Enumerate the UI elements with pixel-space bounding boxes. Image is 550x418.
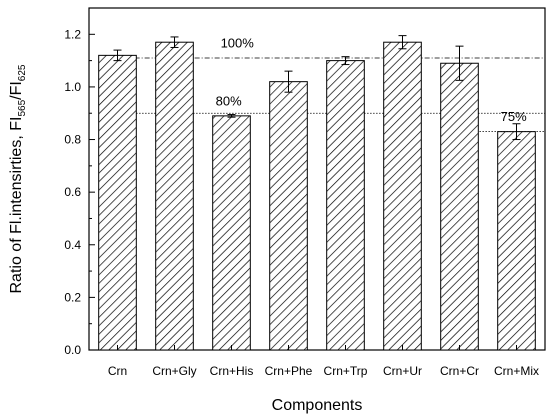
error-bar	[227, 114, 236, 118]
plot-frame	[88, 7, 546, 351]
y-tick-label: 0.0	[64, 343, 81, 357]
x-tick-label: Crn+His	[210, 364, 254, 378]
bar	[383, 41, 422, 351]
x-tick-label: Crn+Gly	[152, 364, 196, 378]
error-bar	[398, 35, 407, 50]
reference-label: 75%	[501, 109, 527, 124]
y-axis-title-sub2: 625	[17, 64, 28, 81]
bar	[155, 41, 194, 351]
error-bar	[455, 45, 464, 81]
x-tick-label: Crn+Trp	[324, 364, 368, 378]
x-tick-label: Crn+Cr	[440, 364, 479, 378]
bar	[440, 62, 479, 351]
y-tick-label: 1.2	[64, 27, 81, 41]
x-tick-label: Crn+Phe	[265, 364, 313, 378]
bar	[326, 60, 365, 351]
x-tick-label: Crn+Ur	[383, 364, 422, 378]
bar	[269, 81, 308, 351]
error-bar	[284, 70, 293, 93]
x-tick-label: Crn+Mix	[494, 364, 539, 378]
error-bar	[113, 49, 122, 62]
bar	[212, 115, 251, 351]
error-bar	[512, 123, 521, 141]
bars	[98, 35, 536, 351]
error-bar	[341, 56, 350, 66]
x-axis: Crn Crn+Gly Crn+His Crn+Phe Crn+Trp Crn+Ur Crn…	[108, 345, 539, 378]
y-tick-label: 0.4	[64, 238, 81, 252]
reference-labels: 100% 80% 75%	[216, 35, 527, 124]
y-axis-title: Ratio of Fl.intensirties, FI565/FI625	[8, 64, 28, 293]
y-axis-title-main: Ratio of Fl.intensirties, FI	[8, 117, 25, 294]
x-axis-title: Components	[272, 397, 363, 414]
y-tick-label: 0.6	[64, 185, 81, 199]
y-axis-title-sub1: 565	[17, 99, 28, 116]
bar	[497, 131, 536, 351]
reference-label: 80%	[216, 93, 242, 108]
y-axis-title-mid: /FI	[8, 81, 25, 100]
y-axis: 0.0 0.2 0.4 0.6 0.8 1.0 1.2	[64, 7, 95, 357]
reference-label: 100%	[221, 35, 255, 50]
y-tick-label: 0.2	[64, 290, 81, 304]
x-tick-label: Crn	[108, 364, 127, 378]
y-tick-label: 0.8	[64, 133, 81, 147]
y-tick-label: 1.0	[64, 80, 81, 94]
bar	[98, 54, 137, 351]
error-bar	[170, 36, 179, 48]
